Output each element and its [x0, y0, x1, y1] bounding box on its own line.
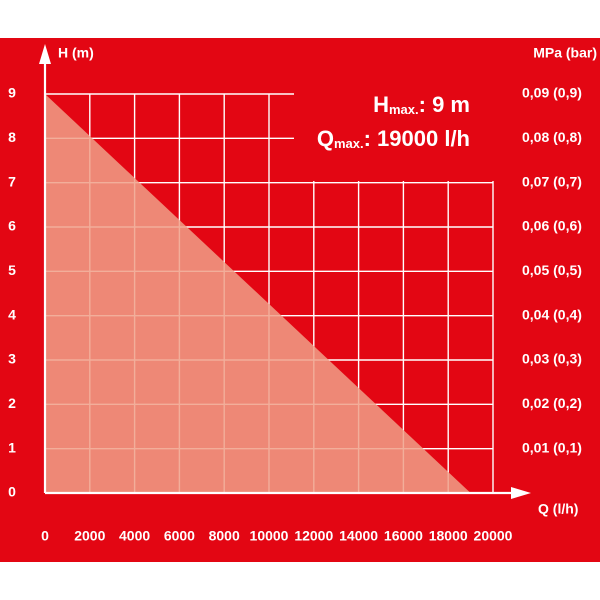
- y2-tick-label: 0,02 (0,2): [522, 395, 582, 411]
- y2-tick-label: 0,03 (0,3): [522, 351, 582, 367]
- y2-axis-label: MPa (bar): [533, 45, 597, 61]
- y2-tick-label: 0,07 (0,7): [522, 173, 582, 189]
- x-tick-label: 8000: [209, 528, 240, 544]
- x-tick-label: 0: [41, 528, 49, 544]
- y-axis-label: H (m): [58, 45, 94, 61]
- x-axis-label: Q (l/h): [538, 501, 578, 517]
- annotation-rest: : 19000 l/h: [364, 126, 470, 151]
- x-tick-label: 20000: [474, 528, 513, 544]
- y2-tick-label: 0,05 (0,5): [522, 262, 582, 278]
- area: [45, 94, 471, 493]
- y-tick-label: 3: [8, 351, 16, 367]
- y2-tick-label: 0,09 (0,9): [522, 85, 582, 101]
- x-tick-label: 14000: [339, 528, 378, 544]
- y-tick-label: 7: [8, 173, 16, 189]
- x-arrow: [511, 487, 531, 499]
- y-tick-label: 8: [8, 129, 16, 145]
- y-tick-label: 1: [8, 439, 16, 455]
- annotation-main: Q: [317, 126, 334, 151]
- y-tick-label: 5: [8, 262, 16, 278]
- x-tick-label: 6000: [164, 528, 195, 544]
- annotation: Qmax.: 19000 l/h: [317, 126, 470, 152]
- annotation-rest: : 9 m: [419, 92, 470, 117]
- x-tick-label: 18000: [429, 528, 468, 544]
- y2-tick-label: 0,08 (0,8): [522, 129, 582, 145]
- x-tick-label: 12000: [294, 528, 333, 544]
- annotation: Hmax.: 9 m: [373, 92, 470, 118]
- y-tick-label: 9: [8, 85, 16, 101]
- y-arrow: [39, 44, 51, 64]
- y2-tick-label: 0,04 (0,4): [522, 306, 582, 322]
- y2-tick-label: 0,06 (0,6): [522, 218, 582, 234]
- x-tick-label: 4000: [119, 528, 150, 544]
- y2-tick-label: 0,01 (0,1): [522, 439, 582, 455]
- y-tick-label: 2: [8, 395, 16, 411]
- annotation-main: H: [373, 92, 389, 117]
- y-tick-label: 6: [8, 218, 16, 234]
- x-tick-label: 16000: [384, 528, 423, 544]
- annotation-sub: max.: [334, 136, 364, 151]
- annotation-box: [294, 88, 499, 181]
- y-tick-label: 4: [8, 306, 16, 322]
- annotation-sub: max.: [389, 102, 419, 117]
- x-tick-label: 2000: [74, 528, 105, 544]
- x-tick-label: 10000: [250, 528, 289, 544]
- y-tick-label: 0: [8, 484, 16, 500]
